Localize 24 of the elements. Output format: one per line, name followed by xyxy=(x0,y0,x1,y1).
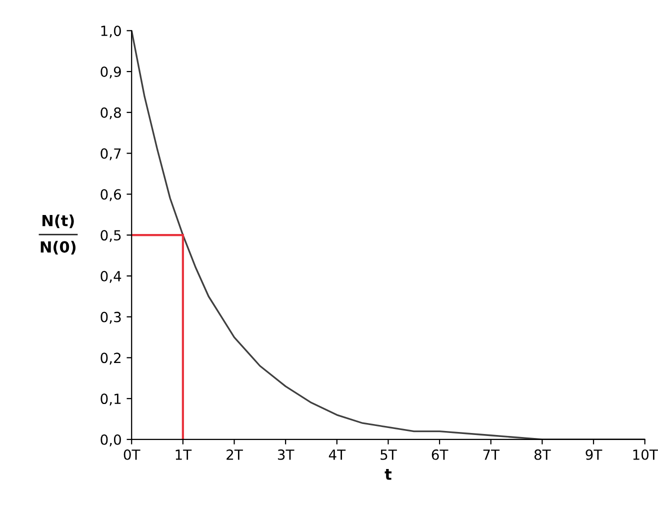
x-tick-label: 5T xyxy=(380,450,397,460)
x-tick-label: 7T xyxy=(483,450,500,460)
x-tick-label: 9T xyxy=(586,449,602,460)
x-tick-label: 10T xyxy=(633,449,658,460)
y-tick-label: 0,7 xyxy=(100,148,121,160)
x-tick-label: 0T xyxy=(124,449,140,460)
y-tick-label: 0,1 xyxy=(100,394,121,406)
x-tick-label: 6T xyxy=(432,449,448,460)
y-tick-label: 0,8 xyxy=(100,107,121,120)
x-tick-label: 3T xyxy=(278,449,294,460)
y-tick-label: 0,2 xyxy=(100,352,120,365)
y-tick-label: 0,6 xyxy=(100,189,122,202)
x-tick-label: 8T xyxy=(534,449,551,460)
x-tick-label: 2T xyxy=(226,449,243,460)
y-tick-label: 0,5 xyxy=(100,230,121,242)
x-axis-title: t xyxy=(384,469,392,480)
x-tick-label: 1T xyxy=(176,450,192,460)
y-tick-label: 0,4 xyxy=(100,270,122,283)
y-axis-title: N(t) N(0) xyxy=(40,214,76,254)
y-tick-label: 0,9 xyxy=(100,66,121,78)
x-tick-label: 4T xyxy=(328,450,346,460)
y-tick-label: 1,0 xyxy=(101,26,121,38)
y-tick-label: 0,0 xyxy=(100,434,121,446)
y-tick-label: 0,3 xyxy=(100,312,121,324)
